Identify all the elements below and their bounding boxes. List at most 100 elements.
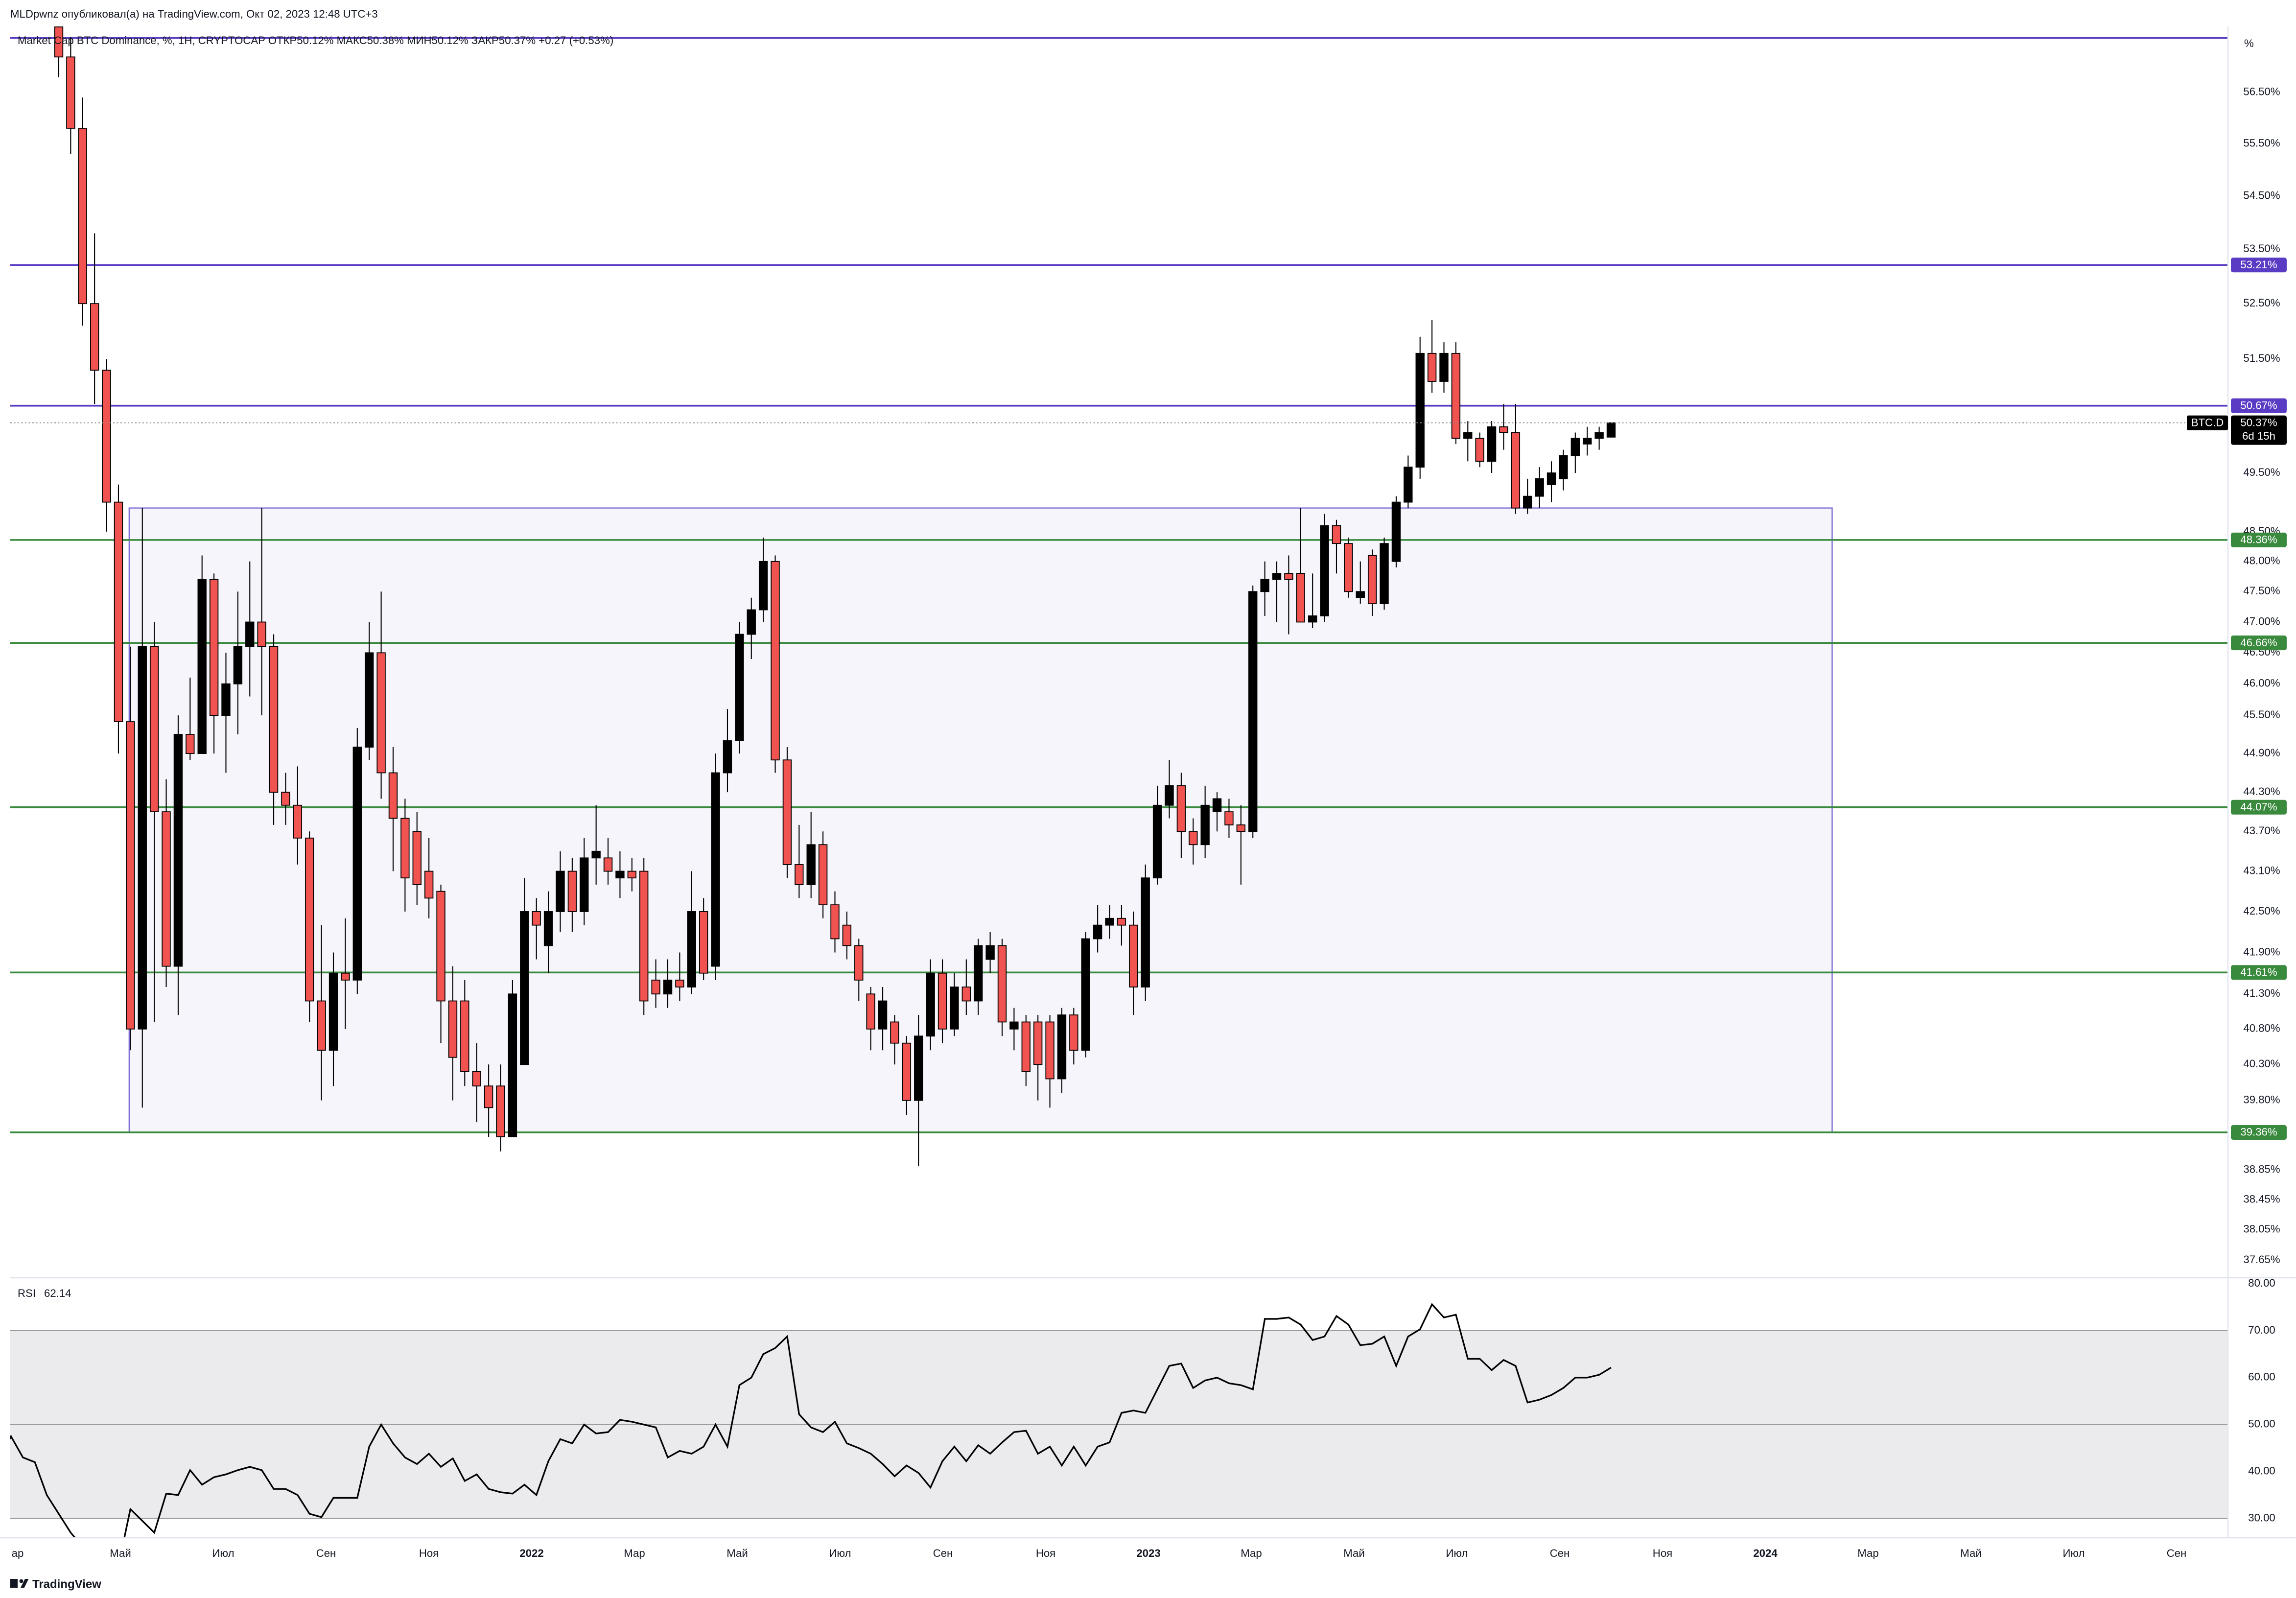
candle-body bbox=[937, 972, 947, 1030]
x-tick-label: Сен bbox=[1550, 1547, 1570, 1559]
candle-body bbox=[269, 646, 279, 793]
x-tick-label: Июл bbox=[212, 1547, 234, 1559]
candle-body bbox=[735, 634, 744, 741]
y-tick-label: 45.50% bbox=[2243, 708, 2280, 721]
candle-body bbox=[436, 891, 445, 1002]
brand: TradingView bbox=[32, 1577, 101, 1591]
candle-body bbox=[771, 561, 780, 761]
candle-body bbox=[675, 979, 684, 987]
candle-body bbox=[245, 621, 255, 647]
y-tick-label: 42.50% bbox=[2243, 905, 2280, 917]
candle-body bbox=[496, 1085, 505, 1137]
level-label-box bbox=[2231, 1125, 2287, 1140]
candle-body bbox=[1559, 455, 1568, 479]
rsi-tick-label: 80.00 bbox=[2248, 1277, 2275, 1289]
candle-body bbox=[1320, 525, 1329, 616]
candle-body bbox=[520, 911, 529, 1065]
candle-body bbox=[1081, 938, 1090, 1051]
level-label: 53.21% bbox=[2240, 258, 2277, 271]
x-tick-label: Мар bbox=[1857, 1547, 1878, 1559]
x-tick-label: 2023 bbox=[1136, 1547, 1160, 1559]
y-tick-label: 53.50% bbox=[2243, 242, 2280, 255]
y-tick-label: 54.50% bbox=[2243, 189, 2280, 201]
candle-body bbox=[1356, 591, 1365, 598]
y-tick-label: 38.45% bbox=[2243, 1193, 2280, 1205]
x-tick-label: Мар bbox=[624, 1547, 645, 1559]
author-line: MLDpwnz опубликовал(а) на TradingView.co… bbox=[10, 8, 378, 20]
candle-body bbox=[902, 1042, 912, 1101]
candle-body bbox=[1570, 438, 1580, 456]
candle-body bbox=[1511, 432, 1521, 509]
y-tick-label: 40.80% bbox=[2243, 1022, 2280, 1034]
candle-body bbox=[1499, 426, 1508, 433]
candle-body bbox=[842, 924, 852, 946]
candle-body bbox=[376, 652, 386, 774]
candle-body bbox=[806, 844, 816, 885]
candle-body bbox=[1260, 579, 1269, 592]
x-tick-label: Ноя bbox=[419, 1547, 439, 1559]
candle-body bbox=[1117, 917, 1126, 926]
candle-body bbox=[914, 1035, 923, 1101]
level-label: 46.66% bbox=[2240, 636, 2277, 649]
x-tick-label: Сен bbox=[2167, 1547, 2187, 1559]
symbol-label: BTC.D bbox=[2191, 416, 2224, 428]
candle-body bbox=[747, 609, 756, 635]
candle-body bbox=[412, 831, 422, 885]
y-tick-label: 40.30% bbox=[2243, 1058, 2280, 1070]
candle-body bbox=[1415, 352, 1425, 468]
candle-body bbox=[1475, 438, 1484, 462]
candle-body bbox=[615, 870, 625, 879]
candle-body bbox=[341, 972, 350, 981]
candle-body bbox=[352, 747, 362, 981]
candle-body bbox=[961, 987, 971, 1002]
level-label: 41.61% bbox=[2240, 966, 2277, 978]
y-tick-label: 49.50% bbox=[2243, 466, 2280, 478]
candle-body bbox=[556, 870, 565, 912]
candle-body bbox=[114, 501, 123, 722]
candle-body bbox=[1535, 478, 1544, 497]
candle-body bbox=[138, 646, 147, 1030]
y-tick-label: 41.90% bbox=[2243, 945, 2280, 958]
candle-body bbox=[591, 850, 601, 859]
y-tick-label: 43.10% bbox=[2243, 864, 2280, 876]
candle-body bbox=[186, 734, 195, 754]
level-label-box bbox=[2231, 799, 2287, 815]
candle-body bbox=[66, 56, 75, 129]
candle-body bbox=[997, 945, 1007, 1023]
candle-body bbox=[1165, 785, 1174, 806]
candle-body bbox=[472, 1071, 481, 1087]
candle-body bbox=[974, 945, 983, 1002]
y-tick-label: 55.50% bbox=[2243, 137, 2280, 149]
candle-body bbox=[1380, 543, 1389, 605]
tradingview-logo bbox=[10, 1579, 29, 1588]
candle-body bbox=[567, 870, 577, 912]
candle-body bbox=[985, 945, 995, 960]
candle-body bbox=[1606, 422, 1616, 438]
candle-body bbox=[1224, 811, 1234, 825]
candle-body bbox=[508, 993, 517, 1137]
y-tick-label: 38.85% bbox=[2243, 1163, 2280, 1175]
candle-body bbox=[1176, 785, 1186, 832]
y-tick-label: 38.05% bbox=[2243, 1223, 2280, 1235]
candle-body bbox=[1367, 555, 1377, 605]
candle-body bbox=[328, 972, 338, 1051]
y-tick-label: 47.50% bbox=[2243, 585, 2280, 597]
y-tick-label: 56.50% bbox=[2243, 86, 2280, 98]
candle-body bbox=[149, 646, 159, 813]
candle-body bbox=[1427, 352, 1437, 382]
candle-body bbox=[1152, 804, 1162, 879]
candle-body bbox=[1189, 831, 1198, 846]
rsi-tick-label: 60.00 bbox=[2248, 1371, 2275, 1383]
logo-part bbox=[10, 1579, 15, 1582]
candle-body bbox=[711, 772, 720, 967]
y-tick-label: 37.65% bbox=[2243, 1253, 2280, 1266]
candle-body bbox=[448, 1000, 458, 1058]
candle-body bbox=[1523, 495, 1532, 509]
candle-body bbox=[699, 911, 708, 974]
candle-body bbox=[1404, 467, 1413, 503]
candle-body bbox=[926, 972, 935, 1037]
level-label: 44.07% bbox=[2240, 801, 2277, 813]
candle-body bbox=[1546, 472, 1556, 485]
candle-body bbox=[603, 857, 613, 872]
